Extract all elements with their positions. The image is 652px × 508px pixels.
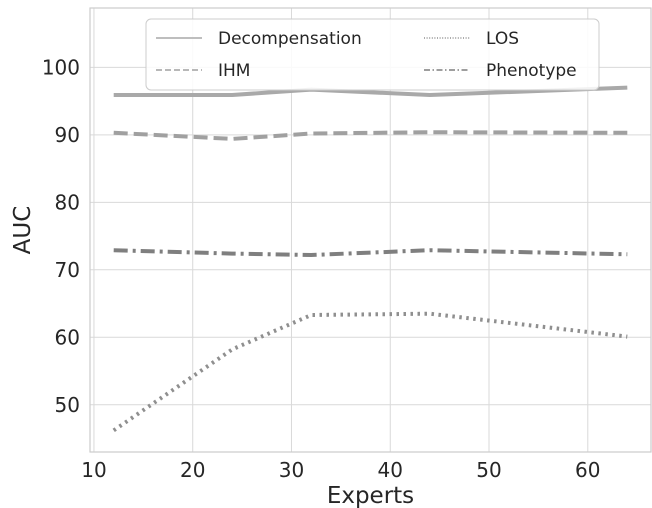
y-tick-label: 90: [55, 123, 80, 147]
legend-box: [145, 18, 600, 91]
x-tick-label: 20: [180, 458, 205, 482]
legend-label: Phenotype: [486, 61, 577, 81]
legend-label: LOS: [486, 29, 519, 49]
series-line-los: [112, 311, 628, 433]
y-tick-label: 70: [55, 258, 80, 282]
legend-label: IHM: [218, 61, 250, 81]
x-tick-label: 40: [378, 458, 403, 482]
legend-label: Decompensation: [218, 29, 362, 49]
x-tick-label: 30: [279, 458, 304, 482]
x-axis-label: Experts: [327, 483, 414, 508]
y-tick-label: 60: [55, 325, 80, 349]
x-tick-label: 10: [81, 458, 106, 482]
plot-frame: [89, 7, 652, 453]
series-line-ihm: [113, 130, 628, 141]
y-axis-label: AUC: [10, 206, 36, 255]
y-tick-label: 80: [55, 190, 80, 214]
y-tick-label: 50: [55, 393, 80, 417]
legend: Decompensation IHM LOS Phenotype: [145, 18, 600, 91]
series-line-phenotype: [113, 248, 628, 257]
x-tick-label: 50: [476, 458, 501, 482]
tick-labels: 10 20 30 40 50 60 50 60 70 80 90 100: [42, 55, 601, 482]
x-tick-label: 60: [575, 458, 600, 482]
y-tick-label: 100: [42, 55, 80, 79]
series-layer: [112, 85, 628, 433]
